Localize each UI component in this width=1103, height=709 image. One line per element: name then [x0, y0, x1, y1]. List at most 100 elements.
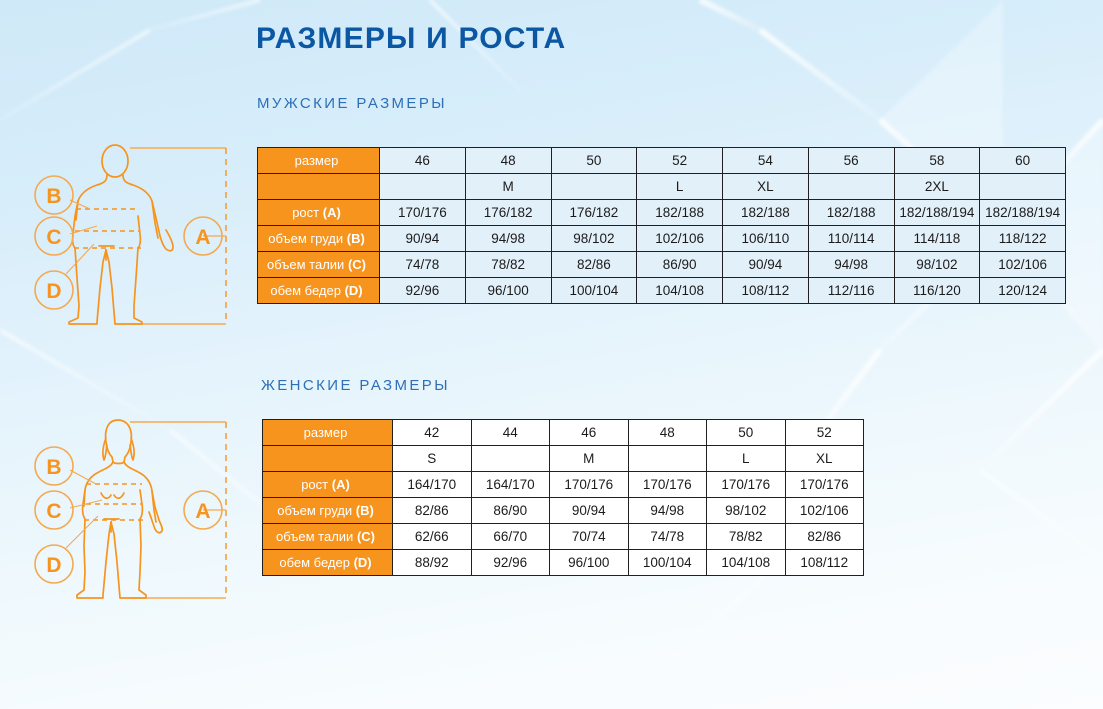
table-row: обем бедер (D) 88/92 92/96 96/100 100/104 104…	[262, 549, 864, 576]
women-cell-r1-c1	[470, 445, 550, 472]
svg-text:A: A	[195, 226, 210, 249]
svg-text:A: A	[195, 500, 210, 523]
measurement-letter: (A)	[331, 477, 350, 492]
women-row-label-5: обем бедер (D)	[262, 549, 393, 576]
women-cell-r2-c2: 170/176	[549, 471, 629, 498]
men-cell-r5-c5: 112/116	[807, 277, 895, 304]
men-cell-r5-c0: 92/96	[379, 277, 466, 304]
men-cell-r2-c2: 176/182	[550, 199, 638, 226]
women-cell-r3-c0: 82/86	[392, 497, 472, 524]
men-cell-r5-c6: 116/120	[893, 277, 981, 304]
measurement-letter: (D)	[344, 283, 363, 298]
measurement-letter: (C)	[356, 529, 375, 544]
women-cell-r3-c5: 102/106	[784, 497, 864, 524]
men-row-label-2: рост (A)	[257, 199, 380, 226]
men-cell-r3-c1: 94/98	[464, 225, 552, 252]
men-cell-r4-c0: 74/78	[379, 251, 466, 278]
men-cell-r0-c2: 50	[550, 147, 638, 174]
men-cell-r3-c2: 98/102	[550, 225, 638, 252]
women-cell-r3-c2: 90/94	[549, 497, 629, 524]
men-cell-r4-c4: 90/94	[722, 251, 809, 278]
men-cell-r3-c0: 90/94	[379, 225, 466, 252]
marker-a: A	[183, 216, 223, 256]
men-cell-r3-c5: 110/114	[807, 225, 895, 252]
men-cell-r2-c6: 182/188/194	[893, 199, 981, 226]
women-cell-r5-c4: 104/108	[706, 549, 786, 576]
marker-d: D	[34, 544, 74, 584]
table-row: M L XL 2XL	[257, 173, 1066, 200]
women-cell-r3-c1: 86/90	[470, 497, 550, 524]
women-row-label-0: размер	[262, 419, 393, 446]
women-cell-r4-c0: 62/66	[392, 523, 472, 550]
svg-text:B: B	[46, 185, 61, 208]
women-cell-r4-c2: 70/74	[549, 523, 629, 550]
women-section-heading: ЖЕНСКИЕ РАЗМЕРЫ	[261, 377, 450, 394]
men-body-diagram: B C D A	[18, 138, 256, 334]
men-cell-r1-c1: M	[464, 173, 552, 200]
men-cell-r5-c2: 100/104	[550, 277, 638, 304]
men-row-label-4: объем талии (C)	[257, 251, 380, 278]
men-cell-r4-c5: 94/98	[807, 251, 895, 278]
women-cell-r4-c3: 74/78	[627, 523, 707, 550]
women-row-label-4: объем талии (C)	[262, 523, 393, 550]
men-cell-r2-c0: 170/176	[379, 199, 466, 226]
women-cell-r2-c1: 164/170	[470, 471, 550, 498]
men-cell-r0-c5: 56	[807, 147, 895, 174]
measurement-letter: (A)	[322, 205, 341, 220]
men-cell-r1-c2	[550, 173, 638, 200]
women-table-body: размер 42 44 46 48 50 52 S M L XL рост (A) 164/170 16…	[262, 419, 864, 576]
men-cell-r5-c7: 120/124	[979, 277, 1066, 304]
men-cell-r2-c7: 182/188/194	[979, 199, 1066, 226]
women-cell-r5-c5: 108/112	[784, 549, 864, 576]
svg-text:D: D	[46, 280, 61, 303]
women-row-label-3: объем груди (B)	[262, 497, 393, 524]
men-row-label-5: обем бедер (D)	[257, 277, 380, 304]
men-cell-r4-c7: 102/106	[979, 251, 1066, 278]
women-cell-r2-c3: 170/176	[627, 471, 707, 498]
women-cell-r5-c2: 96/100	[549, 549, 629, 576]
men-cell-r4-c3: 86/90	[636, 251, 723, 278]
men-cell-r5-c1: 96/100	[464, 277, 552, 304]
men-cell-r4-c6: 98/102	[893, 251, 981, 278]
men-cell-r0-c1: 48	[464, 147, 552, 174]
svg-text:B: B	[46, 456, 61, 479]
women-cell-r0-c3: 48	[627, 419, 707, 446]
men-cell-r1-c0	[379, 173, 466, 200]
men-row-label-3: объем груди (B)	[257, 225, 380, 252]
women-cell-r3-c4: 98/102	[706, 497, 786, 524]
women-body-diagram: B C D A	[18, 412, 256, 608]
marker-b: B	[34, 446, 74, 486]
women-row-label-1	[262, 445, 393, 472]
men-cell-r3-c3: 102/106	[636, 225, 723, 252]
women-cell-r1-c2: M	[549, 445, 629, 472]
men-cell-r4-c1: 78/82	[464, 251, 552, 278]
women-size-table: размер 42 44 46 48 50 52 S M L XL рост (A) 164/170 16…	[262, 419, 864, 576]
men-cell-r5-c4: 108/112	[722, 277, 809, 304]
table-row: рост (A) 170/176 176/182 176/182 182/188 182/…	[257, 199, 1066, 226]
women-cell-r0-c2: 46	[549, 419, 629, 446]
women-cell-r5-c0: 88/92	[392, 549, 472, 576]
men-cell-r2-c1: 176/182	[464, 199, 552, 226]
table-row: объем груди (B) 82/86 86/90 90/94 94/98 98/10…	[262, 497, 864, 524]
table-row: обем бедер (D) 92/96 96/100 100/104 104/108 1…	[257, 277, 1066, 304]
men-cell-r0-c6: 58	[893, 147, 981, 174]
marker-b: B	[34, 175, 74, 215]
men-cell-r1-c6: 2XL	[893, 173, 981, 200]
women-cell-r4-c4: 78/82	[706, 523, 786, 550]
svg-text:C: C	[46, 500, 61, 523]
men-cell-r1-c4: XL	[722, 173, 809, 200]
men-cell-r0-c3: 52	[636, 147, 723, 174]
men-cell-r4-c2: 82/86	[550, 251, 638, 278]
men-cell-r1-c5	[807, 173, 895, 200]
women-cell-r0-c0: 42	[392, 419, 472, 446]
table-row: объем талии (C) 62/66 66/70 70/74 74/78 78/82…	[262, 523, 864, 550]
marker-d: D	[34, 270, 74, 310]
men-row-label-1	[257, 173, 380, 200]
table-row: размер 46 48 50 52 54 56 58 60	[257, 147, 1066, 174]
men-cell-r3-c7: 118/122	[979, 225, 1066, 252]
measurement-letter: (D)	[353, 555, 372, 570]
men-table-body: размер 46 48 50 52 54 56 58 60 M L XL 2XL рост (A) 170…	[257, 147, 1066, 304]
men-cell-r0-c0: 46	[379, 147, 466, 174]
women-cell-r1-c5: XL	[784, 445, 864, 472]
women-cell-r1-c4: L	[706, 445, 786, 472]
